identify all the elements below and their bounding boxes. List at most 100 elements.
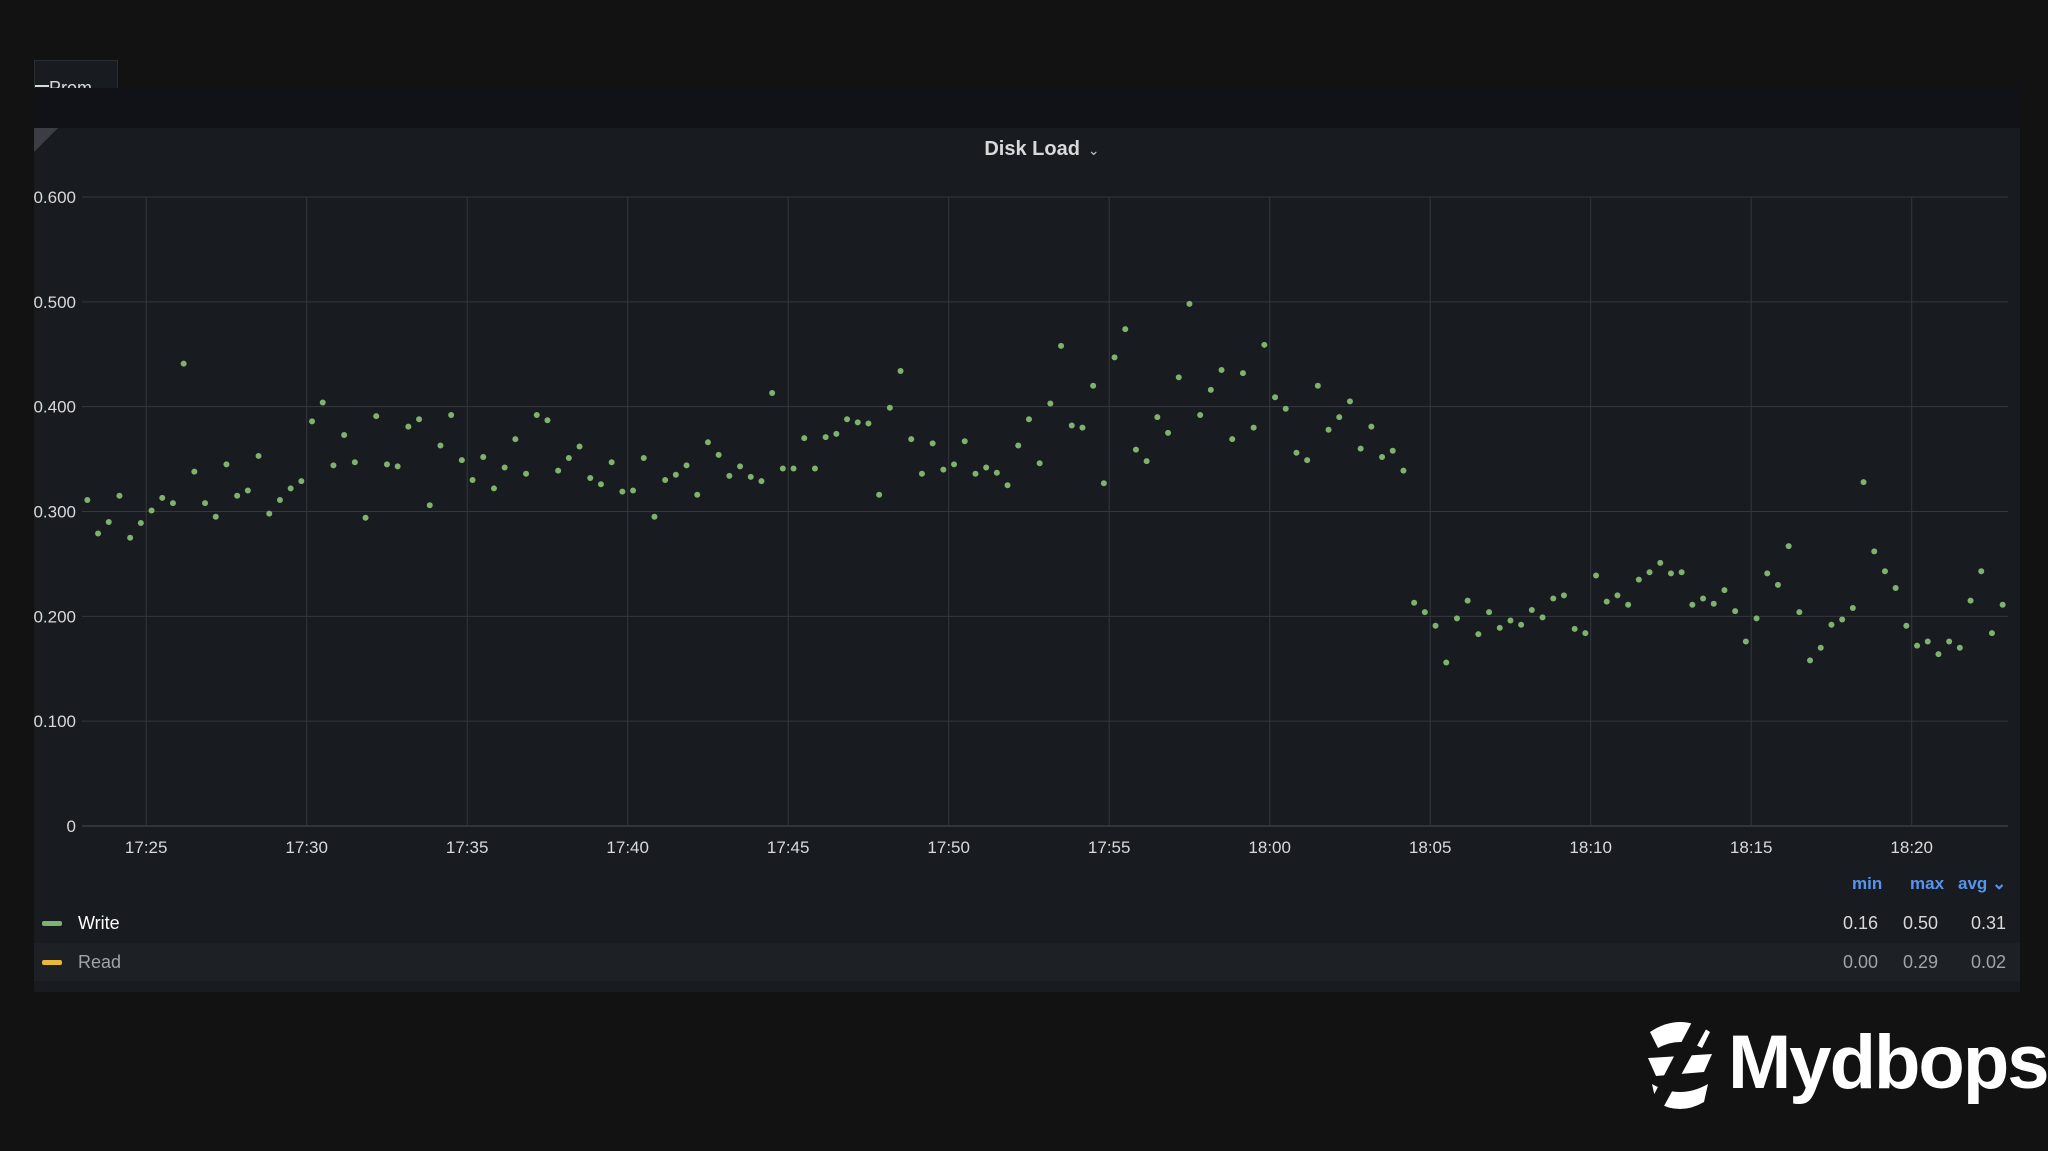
- mydbops-mark-icon: [1648, 1022, 1712, 1109]
- write-data-point: [1914, 642, 1921, 649]
- write-data-point: [1924, 638, 1931, 645]
- write-data-point: [1207, 386, 1214, 393]
- legend-row-write[interactable]: Write 0.16 0.50 0.31: [34, 904, 2020, 942]
- write-data-point: [127, 534, 134, 541]
- write-data-point: [801, 435, 808, 442]
- write-data-point: [309, 418, 316, 425]
- write-data-point: [1379, 453, 1386, 460]
- write-data-point: [983, 464, 990, 471]
- write-data-point: [1721, 587, 1728, 594]
- x-tick-label: 17:45: [767, 838, 810, 857]
- write-data-point: [490, 485, 497, 492]
- write-data-point: [169, 500, 176, 507]
- write-data-point: [84, 496, 91, 503]
- write-data-point: [640, 455, 647, 462]
- write-data-point: [1421, 609, 1428, 616]
- write-data-point: [469, 477, 476, 484]
- write-data-point: [1550, 595, 1557, 602]
- legend-header-avg[interactable]: avg ⌄: [1958, 874, 2007, 893]
- legend-min-value: 0.00: [1842, 952, 1878, 972]
- write-data-point: [1111, 354, 1118, 361]
- write-data-point: [1304, 457, 1311, 464]
- write-data-point: [373, 413, 380, 420]
- x-tick-label: 17:25: [125, 838, 168, 857]
- write-data-point: [1657, 559, 1664, 566]
- legend-series-name[interactable]: Write: [78, 913, 120, 933]
- write-data-point: [1817, 644, 1824, 651]
- write-data-point: [1507, 617, 1514, 624]
- write-data-point: [1785, 543, 1792, 550]
- write-data-point: [683, 462, 690, 469]
- write-data-point: [234, 492, 241, 499]
- x-tick-label: 17:30: [285, 838, 328, 857]
- write-data-point: [576, 443, 583, 450]
- write-data-point: [1346, 398, 1353, 405]
- legend-row-read[interactable]: Read 0.00 0.29 0.02: [34, 943, 2020, 981]
- write-data-point: [1967, 597, 1974, 604]
- write-data-point: [1496, 624, 1503, 631]
- write-data-point: [961, 438, 968, 445]
- write-data-point: [202, 500, 209, 507]
- write-data-point: [758, 478, 765, 485]
- x-tick-label: 17:35: [446, 838, 489, 857]
- write-data-point: [897, 368, 904, 375]
- write-color-swatch[interactable]: [42, 921, 62, 926]
- write-data-point: [1197, 412, 1204, 419]
- write-data-point: [180, 360, 187, 367]
- write-data-point: [1582, 630, 1589, 637]
- write-data-point: [630, 487, 637, 494]
- write-data-point: [523, 470, 530, 477]
- write-data-point: [651, 513, 658, 520]
- write-data-point: [1175, 374, 1182, 381]
- write-data-point: [1036, 460, 1043, 467]
- write-data-point: [1764, 570, 1771, 577]
- write-data-point: [811, 465, 818, 472]
- write-data-point: [1518, 621, 1525, 628]
- write-data-point: [886, 404, 893, 411]
- write-data-point: [416, 416, 423, 423]
- write-data-point: [1475, 631, 1482, 638]
- write-data-point: [426, 502, 433, 509]
- write-data-point: [533, 412, 540, 419]
- write-data-point: [448, 412, 455, 419]
- write-data-point: [148, 507, 155, 514]
- write-data-point: [1368, 423, 1375, 430]
- mydbops-logo: Mydbops: [1644, 1014, 2048, 1114]
- write-data-point: [1400, 467, 1407, 474]
- write-data-point: [1603, 598, 1610, 605]
- write-data-point: [1047, 400, 1054, 407]
- write-data-point: [1186, 300, 1193, 307]
- write-data-point: [1999, 601, 2006, 608]
- legend-header-max[interactable]: max: [1910, 874, 1945, 893]
- y-axis-ticks: 0 0.100 0.200 0.300 0.400 0.500 0.600: [33, 188, 76, 836]
- write-data-point: [1165, 429, 1172, 436]
- write-data-point: [394, 463, 401, 470]
- read-color-swatch[interactable]: [42, 960, 62, 965]
- write-data-point: [1443, 659, 1450, 666]
- chart-panel: [34, 128, 2020, 992]
- write-data-point: [501, 464, 508, 471]
- write-data-point: [876, 491, 883, 498]
- legend-header-min[interactable]: min: [1852, 874, 1883, 893]
- panel-title-container[interactable]: Disk Load ⌄: [0, 134, 2048, 165]
- write-data-point: [1946, 638, 1953, 645]
- write-data-point: [1132, 446, 1139, 453]
- write-data-point: [587, 474, 594, 481]
- write-data-point: [1250, 424, 1257, 431]
- y-tick-label: 0.300: [33, 503, 76, 522]
- write-data-point: [1272, 394, 1279, 401]
- write-data-point: [1849, 604, 1856, 611]
- write-data-point: [362, 514, 369, 521]
- chevron-down-icon[interactable]: ⌄: [1087, 142, 1100, 158]
- write-data-point: [1004, 482, 1011, 489]
- x-tick-label: 18:05: [1409, 838, 1452, 857]
- write-data-point: [747, 473, 754, 480]
- panel-title[interactable]: Disk Load: [984, 138, 1080, 160]
- legend-series-name[interactable]: Read: [78, 952, 122, 972]
- write-data-point: [1389, 447, 1396, 454]
- panel-resize-corner[interactable]: [34, 128, 58, 152]
- write-data-point: [1881, 568, 1888, 575]
- write-data-point: [1539, 614, 1546, 621]
- write-data-point: [993, 469, 1000, 476]
